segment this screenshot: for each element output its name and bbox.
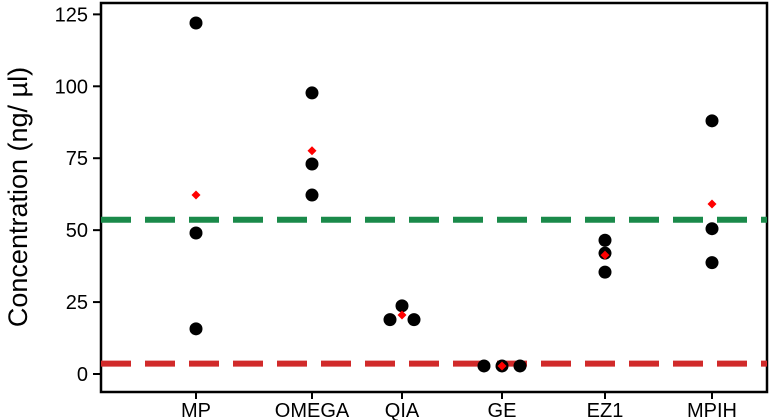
data-point (407, 313, 421, 327)
data-point (513, 359, 527, 373)
data-point (598, 265, 612, 279)
data-point (383, 313, 397, 327)
plot-panel (99, 1, 769, 394)
data-point (705, 256, 719, 270)
y-tick-label: 75 (66, 148, 88, 170)
x-axis: MP OMEGA QIA GE EZ1 MPIH (181, 392, 737, 420)
x-tick-label-qia: QIA (385, 400, 420, 420)
y-tick-label: 50 (66, 220, 88, 242)
mean-marker (600, 250, 610, 260)
y-tick-label: 25 (66, 292, 88, 314)
y-tick-label: 0 (77, 364, 88, 386)
x-tick-label-omega: OMEGA (275, 400, 350, 420)
data-point (305, 188, 319, 202)
x-tick-label-ez1: EZ1 (587, 400, 624, 420)
x-tick-label-mpih: MPIH (687, 400, 737, 420)
data-point (705, 114, 719, 128)
data-point (477, 359, 491, 373)
data-point (705, 222, 719, 236)
mean-marker (397, 310, 407, 320)
data-point (305, 157, 319, 171)
data-point (189, 16, 203, 30)
x-tick-label-ge: GE (488, 400, 517, 420)
mean-marker (707, 199, 717, 209)
data-point (305, 86, 319, 100)
y-tick-label: 125 (55, 4, 88, 26)
mean-marker (307, 146, 317, 156)
data-point (395, 299, 409, 313)
x-tick-label-mp: MP (181, 400, 211, 420)
mean-marker (191, 190, 201, 200)
mean-marker (497, 361, 507, 371)
data-points (189, 16, 719, 373)
y-axis-title: Concentration (ng/ µl) (3, 67, 33, 327)
data-point (598, 233, 612, 247)
reference-lines (101, 216, 767, 367)
data-point (189, 226, 203, 240)
y-axis: 0 25 50 75 100 125 (55, 4, 101, 386)
y-tick-label: 100 (55, 76, 88, 98)
data-point (189, 322, 203, 336)
